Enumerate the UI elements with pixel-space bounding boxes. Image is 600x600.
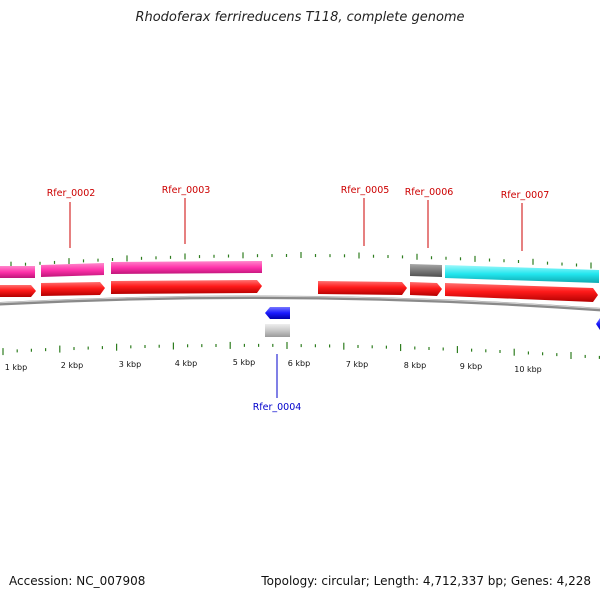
genome-backbone bbox=[0, 295, 600, 312]
gene-labels: Rfer_0002 Rfer_0003 Rfer_0005 Rfer_0006 Rfer… bbox=[47, 185, 550, 413]
gene-track bbox=[0, 261, 599, 283]
topology-text: Topology: circular; Length: 4,712,337 bp… bbox=[261, 574, 591, 588]
outer-tick-ring bbox=[10, 252, 592, 269]
scale-label: 6 kbp bbox=[288, 359, 310, 368]
scale-label: 9 kbp bbox=[460, 362, 482, 371]
gene-rfer-0004 bbox=[265, 324, 290, 337]
gene-label: Rfer_0004 bbox=[253, 402, 302, 413]
cds-track bbox=[0, 280, 598, 302]
cds-offscreen-right bbox=[596, 318, 600, 330]
cds-1 bbox=[0, 285, 36, 297]
scale-label: 3 kbp bbox=[119, 360, 141, 369]
scale-label: 2 kbp bbox=[61, 361, 83, 370]
gene-label: Rfer_0007 bbox=[501, 190, 550, 201]
inner-tick-ring bbox=[2, 341, 600, 360]
gene-rfer-0007 bbox=[445, 265, 599, 283]
gene-label: Rfer_0002 bbox=[47, 188, 96, 199]
scale-labels: 1 kbp 2 kbp 3 kbp 4 kbp 5 kbp 6 kbp 7 kbp 8 kbp… bbox=[5, 358, 542, 374]
cds-7 bbox=[445, 283, 598, 302]
scale-label: 7 kbp bbox=[346, 360, 368, 369]
genome-backbone-highlight bbox=[0, 295, 600, 310]
gene-label: Rfer_0003 bbox=[162, 185, 211, 196]
gene-label: Rfer_0006 bbox=[405, 187, 454, 198]
scale-label: 5 kbp bbox=[233, 358, 255, 367]
scale-label: 1 kbp bbox=[5, 363, 27, 372]
scale-label: 4 kbp bbox=[175, 359, 197, 368]
gene-rfer-0002 bbox=[41, 263, 104, 277]
accession-text: Accession: NC_007908 bbox=[9, 574, 146, 588]
scale-label: 10 kbp bbox=[514, 365, 542, 374]
cds-5 bbox=[318, 281, 407, 295]
map-title: Rhodoferax ferrireducens T118, complete … bbox=[135, 10, 465, 25]
gene-rfer-0006 bbox=[410, 264, 442, 277]
gene-label: Rfer_0005 bbox=[341, 185, 390, 196]
scale-label: 8 kbp bbox=[404, 361, 426, 370]
cds-3 bbox=[111, 280, 262, 294]
cds-rfer-0004 bbox=[265, 307, 290, 319]
label-leaders bbox=[69, 198, 523, 398]
cds-2 bbox=[41, 282, 105, 296]
gene-rfer-0001 bbox=[0, 266, 35, 278]
reverse-track bbox=[265, 307, 600, 337]
gene-rfer-0003 bbox=[111, 261, 262, 274]
cds-6 bbox=[410, 282, 442, 296]
